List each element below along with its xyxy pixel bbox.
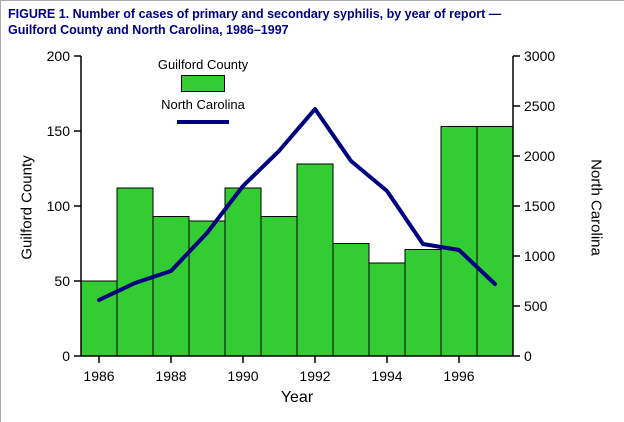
bar-1991 <box>260 216 298 357</box>
x-tick-label: 1994 <box>371 368 402 384</box>
bar-1997 <box>476 126 514 357</box>
figure-title-line-2: Guilford County and North Carolina, 1986… <box>8 23 289 38</box>
bar-1988 <box>152 216 190 357</box>
bar-1990 <box>224 187 262 357</box>
chart-legend: Guilford County North Carolina <box>136 57 270 124</box>
x-tick-label: 1996 <box>443 368 474 384</box>
right-tick-label: 1000 <box>524 248 555 264</box>
bar-1989 <box>188 220 226 357</box>
bar-1993 <box>332 243 370 357</box>
right-tick-label: 3000 <box>524 48 555 64</box>
right-axis-title: North Carolina <box>587 159 605 256</box>
x-tick-label: 1992 <box>299 368 330 384</box>
right-tick-label: 2000 <box>524 148 555 164</box>
figure-title-line-1: FIGURE 1. Number of cases of primary and… <box>8 7 502 21</box>
legend-label-guilford: Guilford County <box>157 57 249 72</box>
left-tick-label: 0 <box>62 348 70 364</box>
figure-title: FIGURE 1. Number of cases of primary and… <box>8 6 618 39</box>
x-tick-label: 1986 <box>83 368 114 384</box>
bar-1994 <box>368 262 406 357</box>
legend-swatch-guilford-icon <box>181 75 225 92</box>
left-tick-label: 50 <box>54 273 70 289</box>
right-tick-label: 500 <box>524 298 548 314</box>
left-tick-label: 200 <box>47 48 71 64</box>
right-tick-label: 1500 <box>524 198 555 214</box>
x-tick-label: 1988 <box>155 368 186 384</box>
bar-1992 <box>296 163 334 357</box>
left-tick-label: 150 <box>47 123 71 139</box>
left-axis-title: Guilford County <box>18 155 36 260</box>
right-tick-label: 0 <box>524 348 532 364</box>
right-tick-label: 2500 <box>524 98 555 114</box>
x-axis-title: Year <box>280 389 314 406</box>
north-carolina-trend-line <box>97 107 497 302</box>
x-tick-label: 1990 <box>227 368 258 384</box>
bar-1987 <box>116 187 154 357</box>
legend-line-nc-icon <box>177 120 229 124</box>
bar-1995 <box>404 249 442 357</box>
left-tick-label: 100 <box>47 198 71 214</box>
legend-label-nc: North Carolina <box>161 97 245 112</box>
bar-1996 <box>440 126 478 357</box>
